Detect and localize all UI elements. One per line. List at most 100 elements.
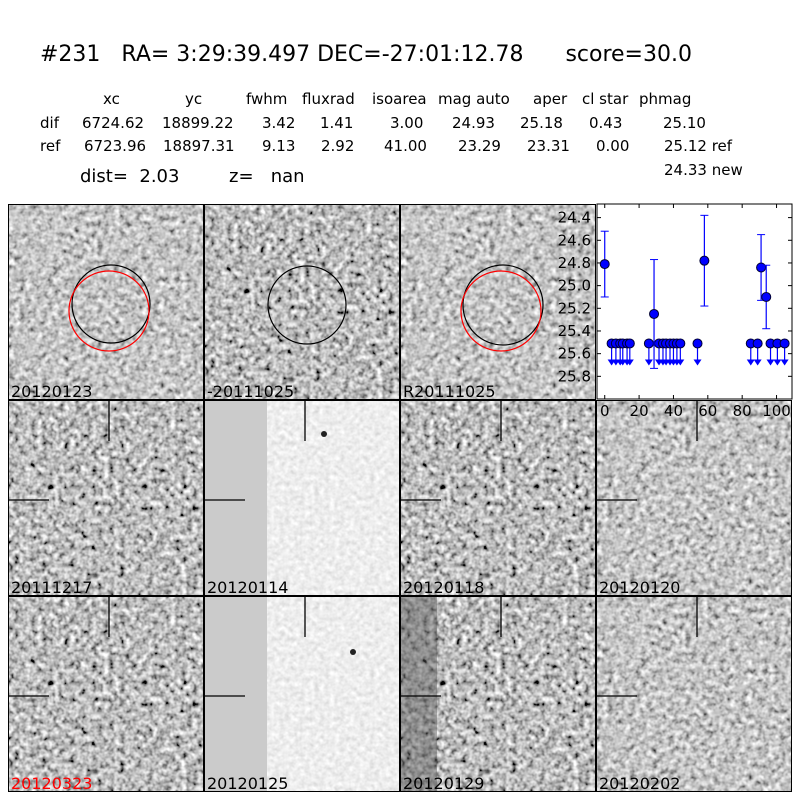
detection-point — [599, 259, 610, 270]
image-stamp: 20120123 — [8, 204, 204, 400]
upper-limit-point — [752, 338, 763, 349]
y-tick-label: 25.2 — [558, 299, 591, 317]
stamp-date-label: -20111025 — [207, 382, 295, 400]
cell: 23.29 — [458, 137, 501, 155]
upper-limit-arrow — [780, 359, 789, 366]
upper-limit-arrow — [746, 359, 755, 366]
upper-limit-arrow — [625, 359, 634, 366]
stamp-date-label: 20120323 — [11, 774, 93, 792]
stamp-image — [597, 597, 791, 791]
image-stamp: 20120114 — [204, 400, 400, 596]
new-mag: 24.33 new — [664, 161, 743, 179]
cell: 0.43 — [589, 114, 623, 132]
y-tick-label: 24.8 — [558, 254, 591, 272]
image-stamp: 20120125 — [204, 596, 400, 792]
cell: 9.13 — [262, 137, 296, 155]
cell: 3.42 — [262, 114, 296, 132]
col-aper: aper — [533, 90, 568, 108]
upper-limit-arrow — [753, 359, 762, 366]
aperture-circle — [267, 265, 347, 345]
stamp-image — [401, 401, 595, 595]
cell: 6723.96 — [84, 137, 147, 155]
image-stamp: 20120202 — [596, 596, 792, 792]
col-phmag: phmag — [639, 90, 692, 108]
cell: 18899.22 — [162, 114, 234, 132]
stamp-date-label: 20120123 — [11, 382, 93, 400]
upper-limit-point — [643, 338, 654, 349]
aperture-circle — [71, 264, 151, 344]
col-isoarea: isoarea — [372, 90, 427, 108]
ref-circle — [68, 270, 150, 352]
cell: 3.00 — [390, 114, 424, 132]
y-tick-label: 25.6 — [558, 345, 591, 363]
cell: 25.10 — [663, 114, 706, 132]
cell: 18897.31 — [163, 137, 235, 155]
cell: 1.41 — [320, 114, 354, 132]
cell: 0.00 — [596, 137, 630, 155]
cell: 6724.62 — [82, 114, 145, 132]
cell: 25.18 — [520, 114, 563, 132]
stamp-date-label: 20120120 — [599, 578, 681, 596]
image-stamp: 20120120 — [596, 400, 792, 596]
col-yc: yc — [185, 90, 203, 108]
upper-limit-point — [692, 338, 703, 349]
candidate-title: #231 RA= 3:29:39.497 DEC=-27:01:12.78 sc… — [40, 42, 692, 67]
cell: 41.00 — [384, 137, 427, 155]
detection-point — [649, 308, 660, 319]
image-stamp: 20120129 — [400, 596, 596, 792]
aperture-circle — [462, 264, 544, 346]
stamp-date-label: 20120202 — [599, 774, 681, 792]
x-tick-label: 100 — [762, 402, 791, 420]
z-value: z= nan — [229, 166, 305, 187]
upper-limit-arrow — [644, 359, 653, 366]
stamp-image — [9, 597, 203, 791]
stamp-date-label: 20120114 — [207, 578, 289, 596]
y-tick-label: 24.4 — [558, 209, 591, 227]
col-mag-auto: mag auto — [438, 90, 510, 108]
ref-circle — [460, 270, 542, 352]
stamp-image — [205, 401, 399, 595]
plot-area — [596, 203, 793, 400]
stamp-image — [597, 401, 791, 595]
stamp-date-label: 20120118 — [403, 578, 485, 596]
col-fluxrad: fluxrad — [302, 90, 355, 108]
dist-value: dist= 2.03 — [80, 166, 180, 187]
cell: 24.93 — [452, 114, 495, 132]
image-stamp: -20111025 — [204, 204, 400, 400]
col-xc: xc — [103, 90, 120, 108]
stamp-date-label: R20111025 — [403, 382, 496, 400]
stamp-image — [401, 597, 595, 791]
stamp-image — [205, 597, 399, 791]
upper-limit-arrow — [676, 359, 685, 366]
image-stamp: 20120323 — [8, 596, 204, 792]
x-tick-label: 80 — [733, 402, 752, 420]
stamp-image — [205, 205, 399, 399]
x-tick-label: 20 — [630, 402, 649, 420]
cell: 23.31 — [527, 137, 570, 155]
image-stamp: 20120118 — [400, 400, 596, 596]
row-label: dif — [40, 114, 59, 132]
upper-limit-point — [675, 338, 686, 349]
y-tick-label: 25.8 — [558, 367, 591, 385]
upper-limit-point — [624, 338, 635, 349]
image-stamp: 20111217 — [8, 400, 204, 596]
col-fwhm: fwhm — [246, 90, 288, 108]
cell: 2.92 — [321, 137, 355, 155]
y-tick-label: 24.6 — [558, 231, 591, 249]
upper-limit-arrow — [773, 359, 782, 366]
stamp-image — [9, 401, 203, 595]
x-tick-label: 60 — [698, 402, 717, 420]
x-tick-label: 40 — [664, 402, 683, 420]
detection-point — [761, 291, 772, 302]
y-tick-label: 25.4 — [558, 322, 591, 340]
y-tick-label: 25.0 — [558, 277, 591, 295]
upper-limit-arrow — [693, 359, 702, 366]
detection-point — [699, 255, 710, 266]
upper-limit-arrow — [766, 359, 775, 366]
x-tick-label: 0 — [600, 402, 610, 420]
stamp-date-label: 20120129 — [403, 774, 485, 792]
upper-limit-point — [779, 338, 790, 349]
row-label: ref — [40, 137, 61, 155]
